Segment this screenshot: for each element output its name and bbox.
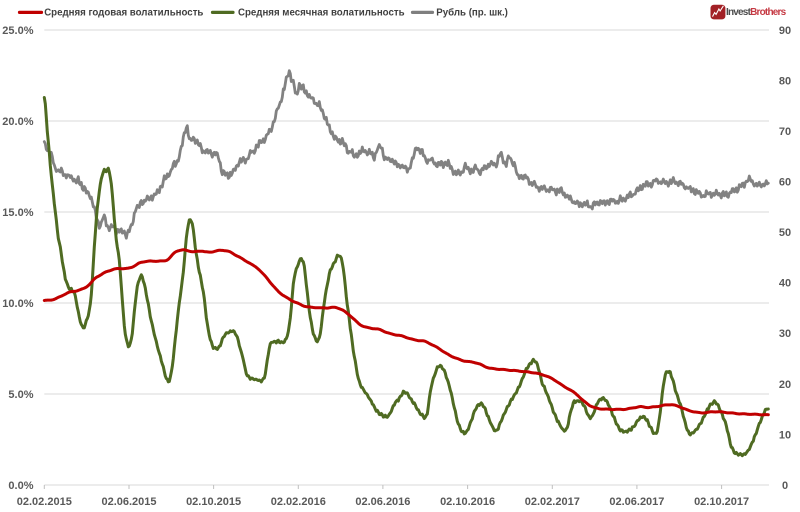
svg-text:40: 40 (779, 278, 791, 290)
svg-text:02.06.2017: 02.06.2017 (609, 496, 664, 508)
svg-text:5.0%: 5.0% (8, 389, 33, 401)
svg-text:90: 90 (779, 25, 791, 37)
svg-text:30: 30 (779, 328, 791, 340)
svg-text:20.0%: 20.0% (2, 116, 33, 128)
svg-text:10.0%: 10.0% (2, 298, 33, 310)
svg-text:02.02.2017: 02.02.2017 (525, 496, 580, 508)
svg-text:InvestBrothers: InvestBrothers (726, 7, 787, 18)
svg-text:02.10.2017: 02.10.2017 (694, 496, 749, 508)
svg-text:02.10.2015: 02.10.2015 (186, 496, 241, 508)
svg-text:02.06.2016: 02.06.2016 (355, 496, 410, 508)
svg-text:25.0%: 25.0% (2, 25, 33, 37)
svg-text:10: 10 (779, 429, 791, 441)
svg-text:80: 80 (779, 76, 791, 88)
svg-text:02.02.2015: 02.02.2015 (17, 496, 72, 508)
svg-text:Средняя месячная волатильность: Средняя месячная волатильность (238, 7, 405, 18)
svg-text:Средняя годовая волатильность: Средняя годовая волатильность (44, 7, 203, 18)
svg-text:02.06.2015: 02.06.2015 (101, 496, 156, 508)
svg-text:70: 70 (779, 126, 791, 138)
svg-text:02.02.2016: 02.02.2016 (271, 496, 326, 508)
svg-text:50: 50 (779, 227, 791, 239)
svg-text:60: 60 (779, 177, 791, 189)
svg-text:Рубль (пр. шк.): Рубль (пр. шк.) (436, 7, 508, 18)
svg-text:0: 0 (782, 480, 788, 492)
svg-text:02.10.2016: 02.10.2016 (440, 496, 495, 508)
svg-text:15.0%: 15.0% (2, 207, 33, 219)
svg-text:0.0%: 0.0% (8, 480, 33, 492)
svg-text:20: 20 (779, 379, 791, 391)
